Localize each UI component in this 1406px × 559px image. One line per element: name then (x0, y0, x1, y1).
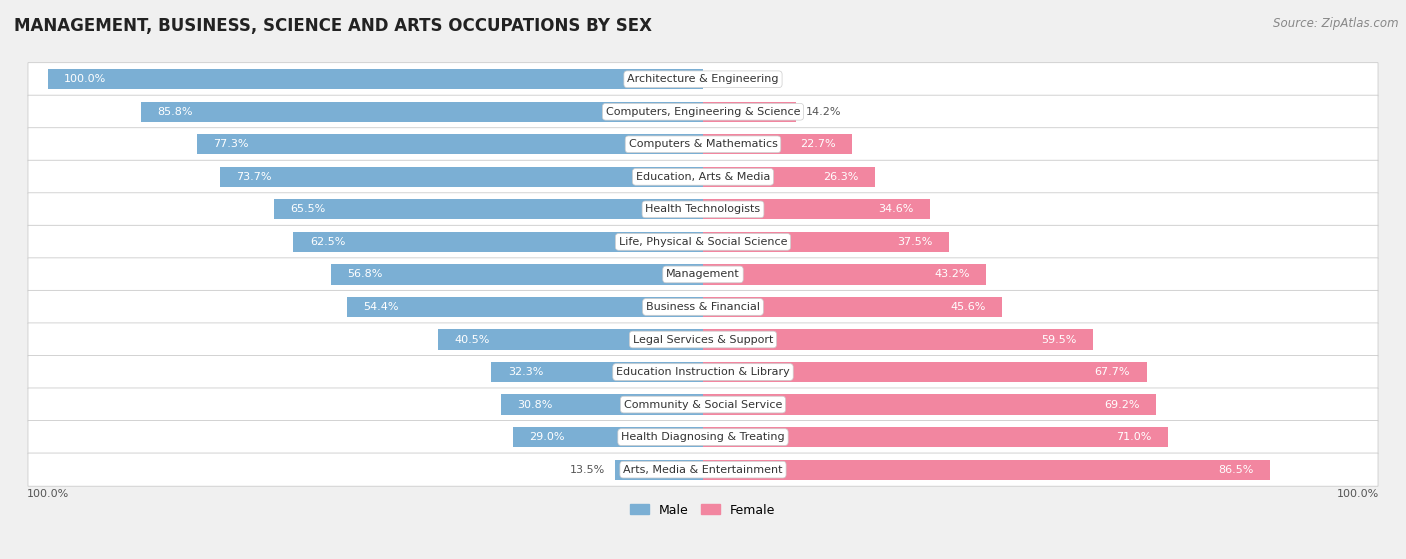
Bar (501, 395, 703, 415)
Bar (48, 69, 703, 89)
Text: Life, Physical & Social Science: Life, Physical & Social Science (619, 237, 787, 247)
Text: 86.5%: 86.5% (1218, 465, 1253, 475)
Bar (274, 200, 703, 220)
Text: 13.5%: 13.5% (569, 465, 605, 475)
Bar (703, 264, 986, 285)
Bar (703, 167, 876, 187)
Text: Computers, Engineering & Science: Computers, Engineering & Science (606, 107, 800, 117)
Bar (703, 232, 949, 252)
Text: 100.0%: 100.0% (65, 74, 107, 84)
Text: 22.7%: 22.7% (800, 139, 835, 149)
Bar (703, 459, 1270, 480)
FancyBboxPatch shape (28, 225, 1378, 258)
Text: Business & Financial: Business & Financial (645, 302, 761, 312)
Bar (703, 102, 796, 122)
Text: Health Technologists: Health Technologists (645, 205, 761, 214)
Bar (703, 395, 1156, 415)
Text: 34.6%: 34.6% (877, 205, 914, 214)
Bar (703, 427, 1168, 447)
Text: Management: Management (666, 269, 740, 280)
Text: Community & Social Service: Community & Social Service (624, 400, 782, 410)
Text: Education, Arts & Media: Education, Arts & Media (636, 172, 770, 182)
Text: 100.0%: 100.0% (1337, 489, 1379, 499)
Text: MANAGEMENT, BUSINESS, SCIENCE AND ARTS OCCUPATIONS BY SEX: MANAGEMENT, BUSINESS, SCIENCE AND ARTS O… (14, 17, 652, 35)
Bar (703, 200, 929, 220)
Bar (346, 297, 703, 317)
Text: 30.8%: 30.8% (517, 400, 553, 410)
Text: 73.7%: 73.7% (236, 172, 271, 182)
Text: 62.5%: 62.5% (309, 237, 346, 247)
Text: Arts, Media & Entertainment: Arts, Media & Entertainment (623, 465, 783, 475)
Text: 45.6%: 45.6% (950, 302, 986, 312)
FancyBboxPatch shape (28, 63, 1378, 96)
FancyBboxPatch shape (28, 193, 1378, 226)
Text: 37.5%: 37.5% (897, 237, 932, 247)
Text: 65.5%: 65.5% (290, 205, 325, 214)
FancyBboxPatch shape (28, 160, 1378, 193)
Text: 32.3%: 32.3% (508, 367, 543, 377)
Text: 0.0%: 0.0% (713, 74, 741, 84)
Bar (330, 264, 703, 285)
Legend: Male, Female: Male, Female (626, 499, 780, 522)
FancyBboxPatch shape (28, 258, 1378, 291)
Bar (221, 167, 703, 187)
FancyBboxPatch shape (28, 290, 1378, 324)
Text: 54.4%: 54.4% (363, 302, 398, 312)
Text: Source: ZipAtlas.com: Source: ZipAtlas.com (1274, 17, 1399, 30)
FancyBboxPatch shape (28, 323, 1378, 356)
Bar (703, 329, 1092, 349)
Bar (491, 362, 703, 382)
Text: Computers & Mathematics: Computers & Mathematics (628, 139, 778, 149)
Bar (513, 427, 703, 447)
Bar (614, 459, 703, 480)
Text: 14.2%: 14.2% (806, 107, 841, 117)
Text: 77.3%: 77.3% (212, 139, 249, 149)
Text: Legal Services & Support: Legal Services & Support (633, 334, 773, 344)
FancyBboxPatch shape (28, 388, 1378, 421)
Bar (703, 134, 852, 154)
FancyBboxPatch shape (28, 127, 1378, 161)
Bar (437, 329, 703, 349)
Text: 69.2%: 69.2% (1105, 400, 1140, 410)
Text: 56.8%: 56.8% (347, 269, 382, 280)
FancyBboxPatch shape (28, 356, 1378, 389)
Text: 71.0%: 71.0% (1116, 432, 1152, 442)
Text: 26.3%: 26.3% (824, 172, 859, 182)
Text: 40.5%: 40.5% (454, 334, 489, 344)
FancyBboxPatch shape (28, 420, 1378, 454)
Bar (141, 102, 703, 122)
Bar (197, 134, 703, 154)
Bar (703, 362, 1147, 382)
Text: Education Instruction & Library: Education Instruction & Library (616, 367, 790, 377)
Text: 85.8%: 85.8% (157, 107, 193, 117)
Text: 67.7%: 67.7% (1095, 367, 1130, 377)
Text: 29.0%: 29.0% (530, 432, 565, 442)
FancyBboxPatch shape (28, 95, 1378, 129)
Text: Health Diagnosing & Treating: Health Diagnosing & Treating (621, 432, 785, 442)
Text: 43.2%: 43.2% (934, 269, 970, 280)
Bar (294, 232, 703, 252)
Bar (703, 297, 1002, 317)
Text: 59.5%: 59.5% (1040, 334, 1077, 344)
FancyBboxPatch shape (28, 453, 1378, 486)
Text: 100.0%: 100.0% (27, 489, 69, 499)
Text: Architecture & Engineering: Architecture & Engineering (627, 74, 779, 84)
